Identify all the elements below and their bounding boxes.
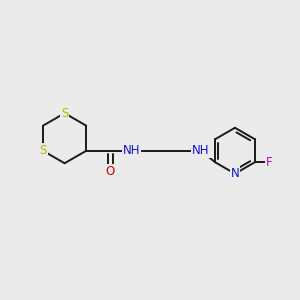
Text: N: N xyxy=(231,167,239,180)
Text: S: S xyxy=(39,144,46,157)
Text: O: O xyxy=(106,165,115,178)
Text: F: F xyxy=(266,156,273,169)
Text: NH: NH xyxy=(123,144,140,157)
Text: S: S xyxy=(61,107,68,120)
Text: NH: NH xyxy=(192,144,210,157)
